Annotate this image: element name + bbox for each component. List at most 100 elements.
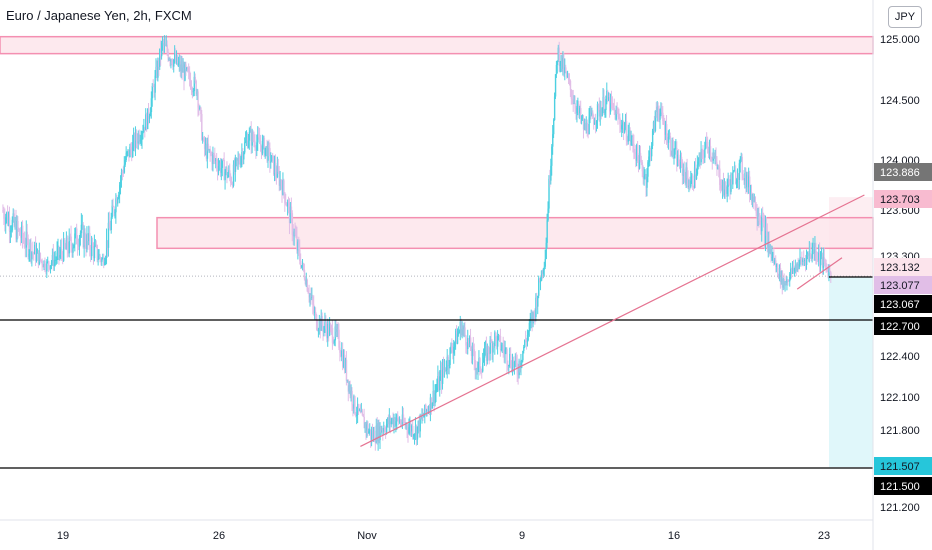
candle-body [329, 325, 331, 336]
x-tick-label: 9 [519, 530, 525, 542]
candle-body [762, 217, 764, 219]
candle-body [195, 80, 197, 95]
candle-body [657, 106, 659, 115]
candle-body [347, 379, 350, 392]
candle-body [157, 60, 159, 78]
candle-body [171, 59, 173, 64]
candle-body [456, 334, 459, 344]
price-tags: 123.886 123.703 123.132 123.077 123.067 122.7… [874, 163, 932, 495]
candle-body [161, 42, 163, 57]
candle-body [100, 258, 102, 262]
candle-body [511, 366, 513, 372]
currency-button[interactable]: JPY [888, 6, 922, 28]
candle-body [133, 135, 136, 148]
candle-body [682, 169, 685, 176]
candle-body [217, 166, 219, 172]
candle-body [432, 390, 434, 404]
candle-body [458, 331, 461, 333]
candle-body [361, 410, 364, 415]
candle-body [753, 196, 756, 203]
candle-body [577, 104, 579, 108]
candle-body [268, 144, 270, 149]
candle-body [243, 152, 245, 160]
candle-body [211, 154, 213, 165]
candle-body [427, 409, 430, 412]
candle-body [767, 242, 770, 248]
candle-body [606, 91, 608, 99]
candle-body [210, 153, 212, 155]
candle-body [537, 295, 539, 307]
candle-body [468, 338, 470, 344]
candle-body [463, 327, 465, 329]
candle-body [553, 120, 555, 135]
candle-body [484, 345, 487, 349]
candle-body [626, 140, 629, 142]
candle-body [141, 133, 143, 140]
candle-body [340, 352, 342, 357]
candle-body [798, 264, 800, 269]
candle-body [415, 425, 418, 440]
candle-body [97, 258, 99, 260]
candle-body [175, 54, 177, 63]
candle-body [578, 104, 580, 114]
candle-body [359, 410, 362, 413]
candle-body [106, 240, 109, 248]
candle-body [127, 149, 129, 153]
candle-body [162, 41, 165, 46]
candle-body [280, 179, 282, 186]
candle-body [814, 247, 816, 253]
candle-body [634, 152, 636, 154]
candle-body [696, 164, 699, 175]
candle-body [670, 151, 672, 156]
candle-body [385, 430, 387, 433]
candle-body [24, 247, 27, 249]
candle-body [738, 163, 741, 180]
candle-body [618, 117, 620, 119]
candle-body [509, 353, 511, 366]
candle-body [50, 262, 53, 266]
candle-body [721, 188, 723, 190]
candle-body [474, 359, 476, 370]
candle-body [103, 258, 105, 265]
candle-body [183, 67, 185, 81]
candle-body [117, 198, 119, 204]
candle-body [39, 252, 42, 260]
candle-body [193, 76, 196, 92]
candle-body [737, 176, 740, 180]
candle-body [556, 60, 559, 65]
candle-body [561, 55, 563, 69]
candle-body [722, 181, 725, 196]
candle-body [84, 232, 86, 245]
candle-body [431, 403, 434, 409]
candle-body [685, 167, 687, 184]
candle-body [8, 217, 11, 232]
candle-body [37, 250, 40, 265]
candle-body [597, 104, 600, 106]
candle-body [383, 428, 385, 432]
candle-body [296, 236, 298, 251]
candle-body [237, 158, 239, 161]
candle-body [248, 132, 251, 141]
price-tag-bg [874, 457, 932, 475]
candle-body [557, 47, 560, 61]
candle-body [173, 59, 175, 67]
candle-body [145, 114, 147, 131]
resistance-zone-middle [156, 216, 874, 250]
candle-body [122, 172, 125, 174]
candle-body [436, 387, 438, 391]
candle-body [510, 353, 512, 367]
candle-body [155, 66, 157, 76]
candle-body [584, 124, 587, 130]
candle-body [63, 240, 66, 247]
x-tick-label: 23 [818, 530, 830, 542]
candle-body [604, 110, 606, 114]
candle-body [721, 181, 724, 190]
candle-body [612, 103, 615, 109]
candle-body [62, 255, 64, 261]
candle-body [260, 145, 263, 154]
candle-body [746, 174, 748, 188]
candle-body [739, 158, 742, 164]
candle-body [184, 64, 186, 81]
candle-body [356, 414, 358, 416]
